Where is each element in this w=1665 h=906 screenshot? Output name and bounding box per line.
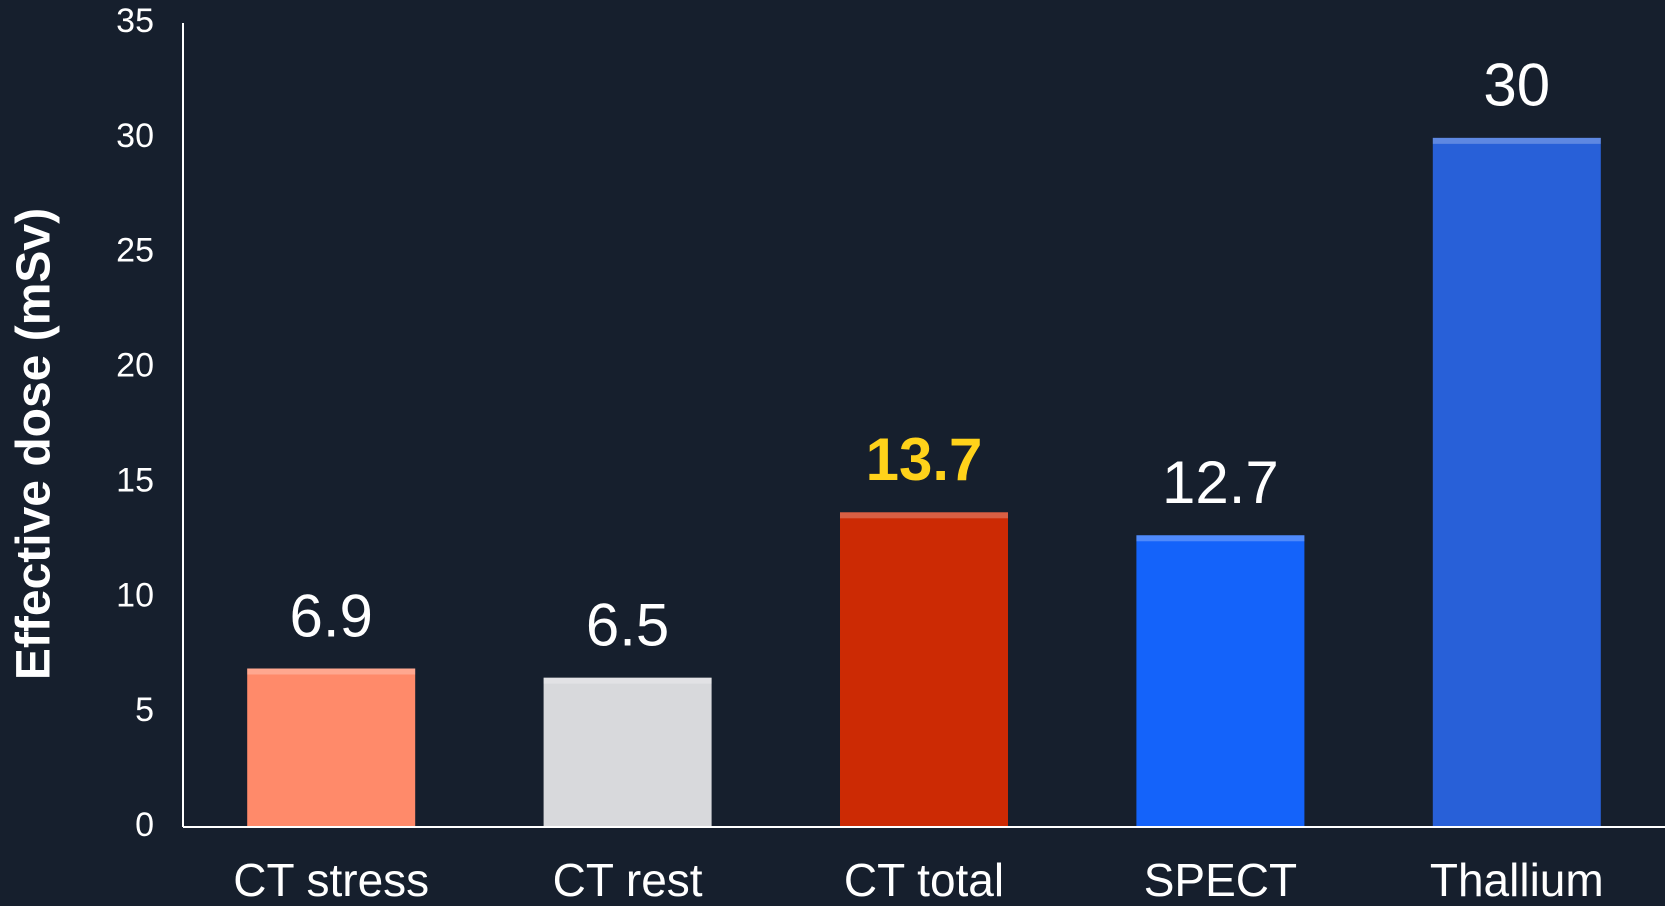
x-tick-label: CT stress [233,854,429,906]
value-label: 6.9 [289,582,372,649]
bar-highlight [1136,535,1305,542]
y-tick-label: 20 [116,347,154,385]
y-axis-label: Effective dose (mSv) [8,208,61,680]
value-label: 30 [1483,52,1550,119]
y-tick-label: 25 [116,232,154,270]
y-tick-label: 5 [135,691,154,729]
y-tick-label: 30 [116,117,154,155]
y-tick-label: 35 [116,2,154,40]
bar [840,512,1008,827]
bar-highlight [543,677,712,684]
value-label: 13.7 [866,426,983,493]
bar [543,677,712,827]
bar-highlight [247,668,416,675]
x-tick-label: SPECT [1144,854,1297,906]
y-tick-label: 0 [135,806,154,844]
x-tick-label: Thallium [1430,854,1604,906]
bar-highlight [840,512,1008,519]
bar-highlight [1432,137,1601,144]
x-tick-label: CT rest [553,854,703,906]
value-label: 6.5 [586,592,669,659]
value-label: 12.7 [1162,449,1279,516]
y-tick-label: 10 [116,576,154,614]
x-tick-label: CT total [844,854,1004,906]
bar [1136,535,1305,827]
bar [1432,137,1601,827]
bar [247,668,416,827]
y-tick-label: 15 [116,461,154,499]
